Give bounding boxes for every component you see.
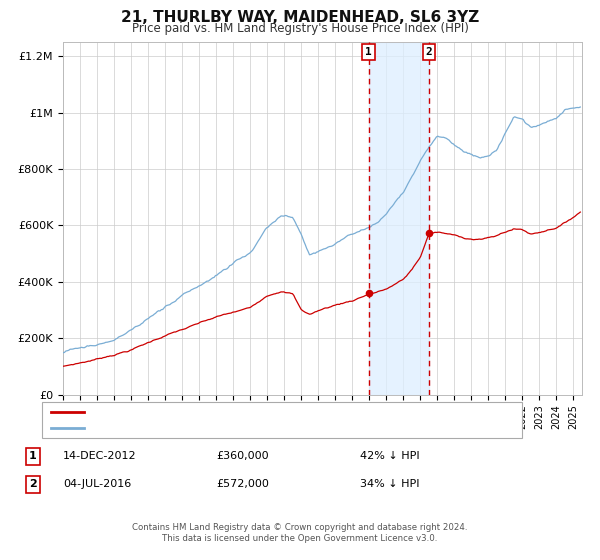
Text: 21, THURLBY WAY, MAIDENHEAD, SL6 3YZ (detached house): 21, THURLBY WAY, MAIDENHEAD, SL6 3YZ (de… (90, 407, 404, 417)
Text: This data is licensed under the Open Government Licence v3.0.: This data is licensed under the Open Gov… (163, 534, 437, 543)
Text: £572,000: £572,000 (216, 479, 269, 489)
Text: 14-DEC-2012: 14-DEC-2012 (63, 451, 137, 461)
Text: £360,000: £360,000 (216, 451, 269, 461)
Text: Contains HM Land Registry data © Crown copyright and database right 2024.: Contains HM Land Registry data © Crown c… (132, 523, 468, 532)
Text: HPI: Average price, detached house, Windsor and Maidenhead: HPI: Average price, detached house, Wind… (90, 423, 415, 433)
Text: Price paid vs. HM Land Registry's House Price Index (HPI): Price paid vs. HM Land Registry's House … (131, 22, 469, 35)
Text: 04-JUL-2016: 04-JUL-2016 (63, 479, 131, 489)
Text: 21, THURLBY WAY, MAIDENHEAD, SL6 3YZ: 21, THURLBY WAY, MAIDENHEAD, SL6 3YZ (121, 10, 479, 25)
Text: 2: 2 (425, 47, 432, 57)
Text: 34% ↓ HPI: 34% ↓ HPI (360, 479, 419, 489)
Text: 42% ↓ HPI: 42% ↓ HPI (360, 451, 419, 461)
Text: 1: 1 (365, 47, 372, 57)
Bar (368, 42, 429, 395)
Text: 2: 2 (29, 479, 37, 489)
Text: 1: 1 (29, 451, 37, 461)
